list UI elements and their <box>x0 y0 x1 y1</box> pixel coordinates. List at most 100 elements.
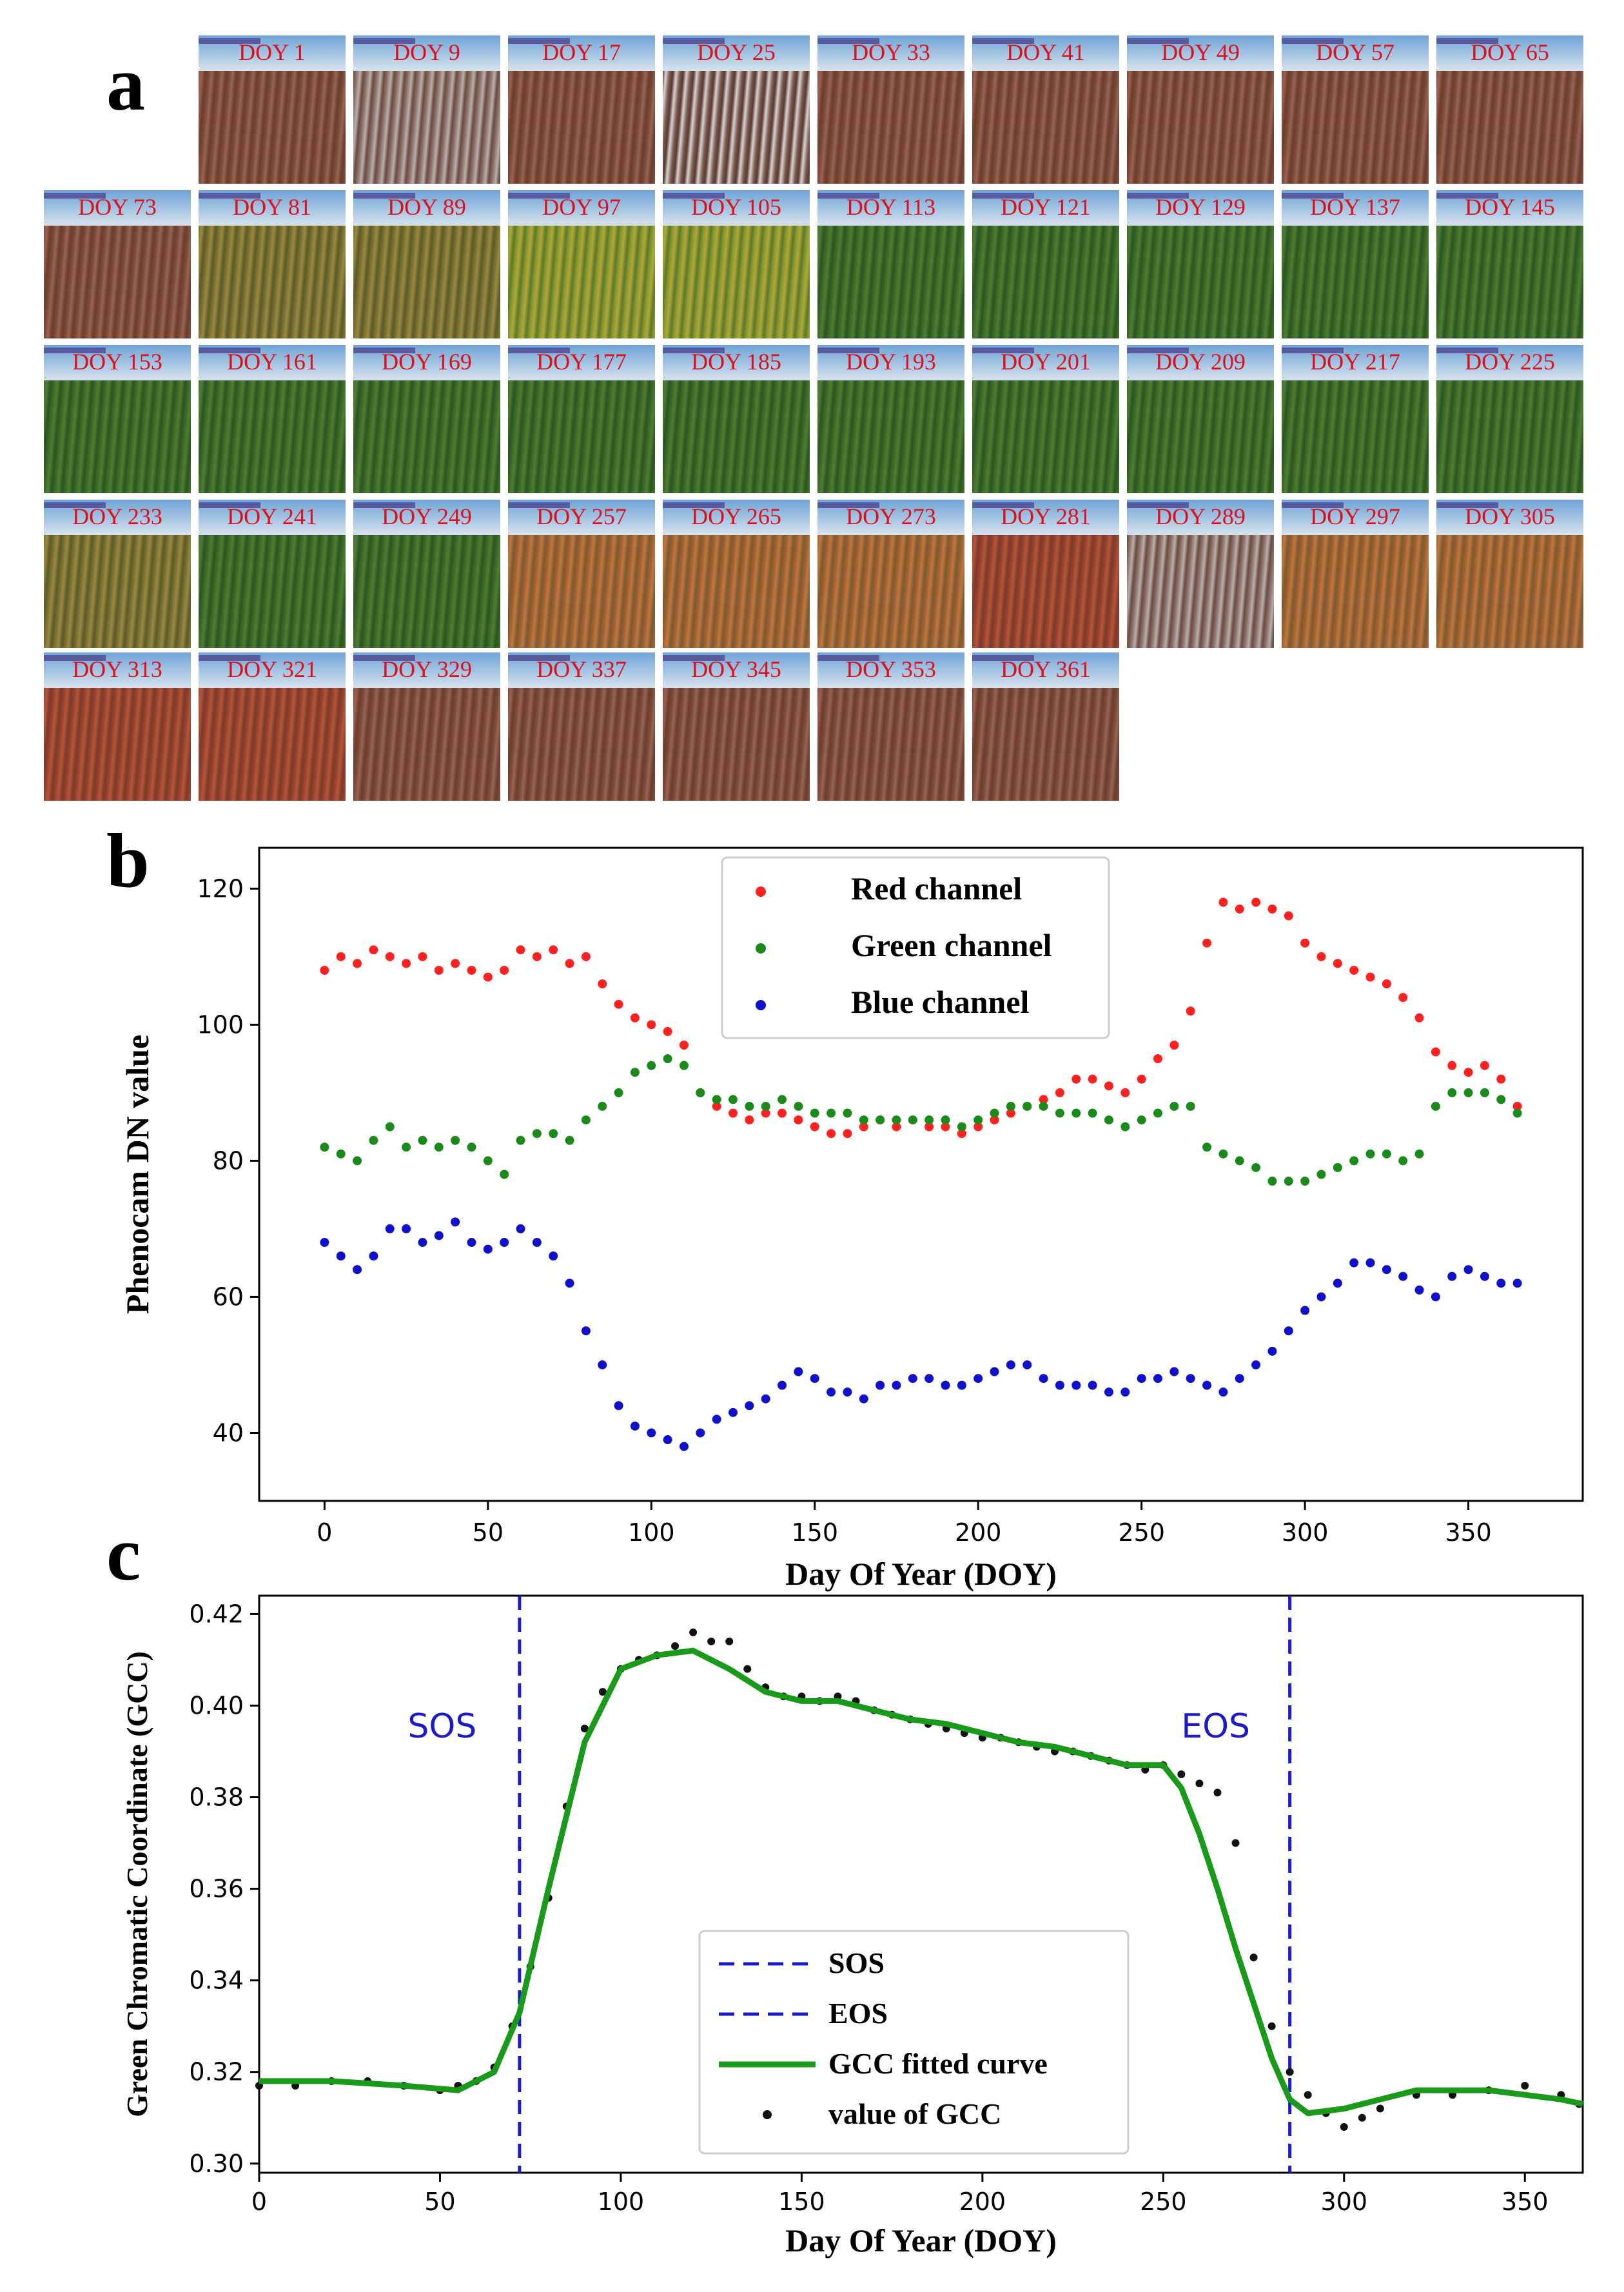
data-point <box>743 1665 752 1673</box>
thumbnail-doy-label: DOY 321 <box>227 656 317 682</box>
phenocam-thumbnail: DOY 97 <box>508 190 655 338</box>
thumbnail-timestamp-bar <box>972 193 1034 199</box>
data-point <box>1006 1101 1015 1111</box>
data-point <box>565 1135 574 1145</box>
data-point <box>1382 1149 1391 1159</box>
thumbnail-doy-label: DOY 297 <box>1310 504 1400 529</box>
data-point <box>580 1724 589 1732</box>
legend-label: EOS <box>828 1997 888 2030</box>
thumbnail-timestamp-bar <box>1282 502 1344 508</box>
data-point <box>957 1122 966 1131</box>
thumbnail-timestamp-bar <box>817 38 879 44</box>
phenocam-thumbnail: DOY 321 <box>199 652 346 801</box>
thumbnail-timestamp-bar <box>199 655 260 661</box>
thumbnail-timestamp-bar <box>1282 348 1344 353</box>
thumbnail-canopy <box>1282 380 1429 493</box>
thumbnail-canopy <box>1127 71 1274 184</box>
data-point <box>712 1095 721 1104</box>
thumbnail-timestamp-bar <box>663 655 725 661</box>
phenocam-thumbnail: DOY 313 <box>44 652 191 801</box>
data-point <box>679 1061 689 1070</box>
data-point <box>990 1367 999 1376</box>
thumbnail-doy-label: DOY 217 <box>1310 349 1400 375</box>
data-point <box>1496 1278 1506 1288</box>
data-point <box>402 959 411 968</box>
thumbnail-doy-label: DOY 65 <box>1471 39 1549 65</box>
data-point <box>630 1068 640 1077</box>
thumbnail-canopy <box>353 380 500 493</box>
phenocam-thumbnail: DOY 329 <box>353 652 500 801</box>
data-point <box>1349 965 1359 975</box>
plot-frame <box>258 847 1584 1502</box>
y-tick-label: 60 <box>213 1282 244 1311</box>
y-tick-label: 0.36 <box>189 1875 244 1903</box>
data-point <box>467 1238 476 1248</box>
thumbnail-canopy <box>1127 380 1274 493</box>
data-point <box>647 1428 656 1438</box>
thumbnail-timestamp-bar <box>353 193 415 199</box>
series-blue-channel <box>320 1217 1522 1451</box>
data-point <box>467 1142 476 1152</box>
panel-label-a: a <box>106 41 145 126</box>
thumbnail-doy-label: DOY 97 <box>542 194 621 220</box>
thumbnail-canopy <box>972 71 1119 184</box>
thumbnail-doy-label: DOY 25 <box>697 39 776 65</box>
data-point <box>1213 1788 1222 1797</box>
thumbnail-doy-label: DOY 57 <box>1316 39 1394 65</box>
data-point <box>532 1129 542 1139</box>
data-point <box>1365 972 1375 982</box>
y-tick-label: 0.38 <box>189 1783 244 1812</box>
data-point <box>402 1224 411 1233</box>
x-tick-label: 150 <box>778 2188 825 2216</box>
data-point <box>1414 1013 1424 1023</box>
thumbnail-timestamp-bar <box>1282 193 1344 199</box>
thumbnail-timestamp-bar <box>817 348 879 353</box>
data-point <box>1300 1306 1310 1315</box>
data-point <box>369 1135 378 1145</box>
data-point <box>549 1129 558 1139</box>
legend-box <box>721 856 1110 1039</box>
data-point <box>794 1367 803 1376</box>
phenocam-thumbnail: DOY 137 <box>1282 190 1429 338</box>
thumbnail-canopy <box>972 535 1119 648</box>
data-point <box>1088 1108 1097 1118</box>
data-point <box>630 1013 640 1023</box>
data-point <box>1398 993 1408 1003</box>
data-point <box>565 959 574 968</box>
thumbnail-canopy <box>972 688 1119 801</box>
thumbnail-doy-label: DOY 185 <box>691 349 781 375</box>
x-tick-label: 250 <box>1118 1518 1165 1547</box>
x-tick-label: 200 <box>955 1518 1002 1547</box>
data-point <box>827 1129 836 1139</box>
data-point <box>483 1244 493 1254</box>
data-point <box>467 965 476 975</box>
thumbnail-timestamp-bar <box>817 655 879 661</box>
data-point <box>565 1278 574 1288</box>
data-point <box>1071 1074 1081 1084</box>
data-point <box>483 972 493 982</box>
thumbnail-doy-label: DOY 121 <box>1001 194 1091 220</box>
thumbnail-doy-label: DOY 41 <box>1006 39 1085 65</box>
data-point <box>729 1108 738 1118</box>
series-green-channel <box>320 1054 1522 1186</box>
thumbnail-canopy <box>199 688 346 801</box>
phenocam-thumbnail: DOY 73 <box>44 190 191 338</box>
data-point <box>1153 1054 1163 1064</box>
x-tick-label: 300 <box>1321 2188 1368 2216</box>
data-point <box>1153 1108 1163 1118</box>
x-tick-label: 250 <box>1140 2188 1187 2216</box>
data-point <box>810 1108 819 1118</box>
data-point <box>1177 1770 1186 1779</box>
data-point <box>1463 1088 1473 1097</box>
thumbnail-timestamp-bar <box>44 502 106 508</box>
x-tick-label: 0 <box>251 2188 267 2216</box>
phenocam-thumbnail: DOY 185 <box>663 345 810 493</box>
legend-label: Green channel <box>851 927 1052 963</box>
thumbnail-doy-label: DOY 161 <box>227 349 317 375</box>
data-point <box>1398 1156 1408 1166</box>
thumbnail-timestamp-bar <box>199 502 260 508</box>
y-tick-label: 0.42 <box>189 1600 244 1628</box>
data-point <box>1300 1177 1310 1186</box>
data-point <box>1333 1162 1342 1172</box>
data-point <box>990 1115 999 1125</box>
